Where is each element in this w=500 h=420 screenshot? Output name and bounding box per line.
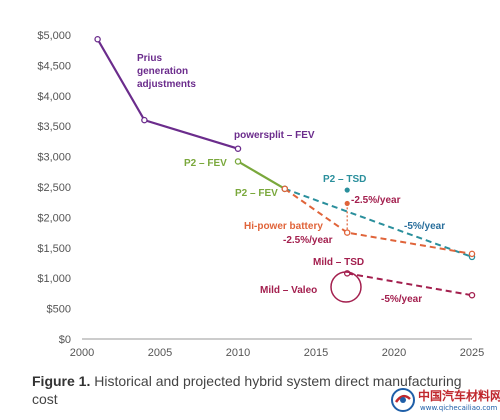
- series-line-p2tsd: [284, 187, 473, 258]
- watermark-text: 中国汽车材料网: [418, 389, 500, 403]
- p2fev-label-2: P2 – FEV: [235, 188, 278, 199]
- x-tick-label: 2015: [304, 347, 328, 359]
- x-tick-label: 2020: [382, 347, 406, 359]
- series-markers: [94, 36, 476, 299]
- rate-orange-label: -2.5%/year: [351, 195, 401, 206]
- y-tick-label: $3,500: [37, 121, 71, 133]
- x-tick-label: 2010: [226, 347, 250, 359]
- mild-highlight-circle: [330, 271, 362, 303]
- y-tick-label: $1,000: [37, 273, 71, 285]
- y-tick-label: $500: [47, 304, 71, 316]
- series-point-prius: [141, 116, 148, 124]
- mild-tsd-label: Mild – TSD: [313, 257, 364, 268]
- x-tick-label: 2005: [148, 347, 172, 359]
- series-point-p2fev: [234, 158, 242, 165]
- y-tick-label: $2,000: [37, 212, 71, 224]
- series-point-mild: [468, 291, 476, 299]
- p2tsd-label: P2 – TSD: [323, 174, 366, 185]
- series-point-prius: [94, 36, 101, 43]
- caption-lead: Figure 1.: [32, 373, 91, 389]
- series-point-hipower: [281, 185, 289, 193]
- chart: $0 $500 $1,000 $1,500 $2,000 $2,500 $3,000 $3,5…: [37, 30, 484, 359]
- p2fev-label-1: P2 – FEV: [184, 158, 227, 169]
- hipower-label: Hi-power battery: [244, 221, 323, 232]
- y-tick-label: $1,500: [37, 243, 71, 255]
- prius-annotation: Prius generation adjustments: [137, 53, 196, 90]
- y-tick-label: $5,000: [37, 30, 71, 42]
- watermark-logo-icon: [391, 388, 415, 412]
- rate-teal-label: -5%/year: [404, 221, 445, 232]
- figure-caption: Figure 1. Historical and projected hybri…: [32, 372, 462, 408]
- extra-point: [344, 187, 350, 193]
- rate-mild-label: -5%/year: [381, 294, 422, 305]
- rate-hipower-label: -2.5%/year: [283, 235, 333, 246]
- series-point-prius: [234, 145, 242, 152]
- y-tick-label: $0: [59, 334, 71, 346]
- x-tick-label: 2000: [70, 347, 94, 359]
- series-lines: [96, 38, 473, 297]
- powersplit-label: powersplit – FEV: [234, 130, 315, 141]
- series-point-hipower: [468, 250, 476, 258]
- extra-point: [344, 200, 350, 207]
- x-tick-label: 2025: [460, 347, 484, 359]
- mild-valeo-label: Mild – Valeo: [260, 285, 317, 296]
- watermark-url: www.qichecailiao.com: [420, 404, 498, 412]
- caption-text: Historical and projected hybrid system d…: [32, 373, 462, 407]
- series-line-hipower: [284, 188, 473, 255]
- y-tick-label: $2,500: [37, 182, 71, 194]
- series-line-p2fev: [237, 160, 286, 190]
- series-point-hipower: [343, 229, 351, 236]
- y-tick-label: $3,000: [37, 152, 71, 164]
- series-line-prius: [96, 38, 239, 150]
- x-axis-ticks: 2000 2005 2010 2015 2020 2025: [70, 347, 484, 359]
- y-tick-label: $4,500: [37, 60, 71, 72]
- series-line-mild: [347, 272, 473, 297]
- watermark: 中国汽车材料网 www.qichecailiao.com: [388, 384, 500, 418]
- y-tick-label: $4,000: [37, 91, 71, 103]
- y-axis-ticks: $0 $500 $1,000 $1,500 $2,000 $2,500 $3,000 $3,5…: [37, 30, 71, 346]
